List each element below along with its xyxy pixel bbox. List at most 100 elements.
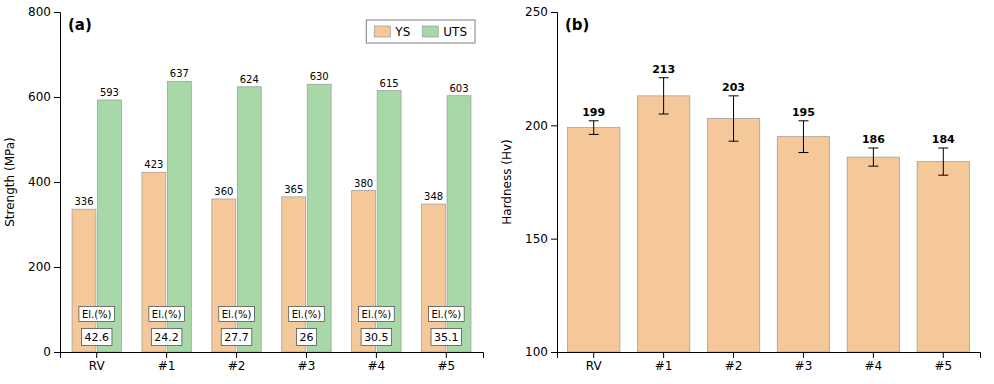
legend-entry: YS (394, 25, 410, 39)
panel: RV#1#2#3#4#50200400600800Strength (MPa)3… (3, 5, 484, 372)
x-tick: #5 (437, 352, 455, 373)
el-value-box: 27.7 (221, 329, 252, 346)
el-label: El.(%) (292, 309, 322, 320)
el-box-frame (289, 307, 325, 322)
y-axis: 100150200250 (525, 5, 557, 359)
data-label: 593 (100, 87, 119, 98)
el-label: El.(%) (152, 309, 182, 320)
bar (637, 96, 689, 352)
el-label: El.(%) (222, 309, 252, 320)
error-line (663, 78, 664, 114)
el-box-frame (361, 329, 392, 346)
error-cap (868, 148, 878, 149)
x-tick: #1 (158, 352, 176, 373)
el-value-box: 42.6 (81, 329, 112, 346)
x-tick-mark (663, 352, 664, 358)
x-tick: #2 (228, 352, 246, 373)
el-value: 26 (299, 331, 313, 344)
error-cap (868, 166, 878, 167)
data-label: 336 (74, 196, 93, 207)
bar (352, 191, 376, 353)
y-tick: 200 (525, 119, 557, 133)
bar (847, 157, 899, 352)
y-tick-mark (54, 12, 60, 13)
y-tick-mark (54, 97, 60, 98)
el-value: 35.1 (434, 331, 459, 344)
el-value-box: 35.1 (431, 329, 462, 346)
data-label: 365 (284, 184, 303, 195)
data-label: 213 (652, 63, 675, 76)
bar (567, 128, 619, 352)
y-axis: 0200400600800 (28, 5, 60, 359)
x-tick-label: #2 (228, 359, 246, 373)
y-tick-mark (551, 352, 557, 353)
y-tick-mark (54, 352, 60, 353)
el-label-box: El.(%) (149, 307, 185, 322)
error-bar (589, 121, 599, 135)
y-tick-mark (54, 182, 60, 183)
x-tick: #3 (298, 352, 316, 373)
x-tick: #1 (655, 352, 673, 373)
y-axis-label: Hardness (Hv) (500, 139, 514, 225)
x-tick-mark (446, 352, 447, 358)
data-label: 615 (380, 78, 399, 89)
x-tick-mark (733, 352, 734, 358)
el-box-frame (296, 329, 316, 346)
x-tick-mark (306, 352, 307, 358)
y-tick: 250 (525, 5, 557, 19)
x-tick: #3 (795, 352, 813, 373)
error-cap (798, 120, 808, 121)
error-line (873, 148, 874, 166)
el-box-frame (79, 307, 115, 322)
bar (142, 172, 166, 352)
x-axis: RV#1#2#3#4#5 (61, 352, 484, 373)
el-box-frame (221, 329, 252, 346)
el-label: El.(%) (82, 309, 112, 320)
data-label: 184 (932, 133, 955, 146)
y-tick-label: 200 (28, 260, 51, 274)
el-box-frame (149, 307, 185, 322)
el-label-box: El.(%) (79, 307, 115, 322)
x-tick-mark (803, 352, 804, 358)
x-tick-mark (236, 352, 237, 358)
x-tick-mark (943, 352, 944, 358)
el-box-frame (428, 307, 464, 322)
x-tick-mark (593, 352, 594, 358)
y-tick-label: 250 (525, 5, 548, 19)
x-tick: #4 (368, 352, 386, 373)
data-label: 423 (144, 159, 163, 170)
data-label: 603 (449, 83, 468, 94)
x-tick: RV (586, 352, 603, 373)
y-tick-label: 200 (525, 119, 548, 133)
y-tick: 0 (43, 345, 60, 359)
y-tick-label: 400 (28, 175, 51, 189)
error-cap (729, 141, 739, 142)
error-cap (938, 175, 948, 176)
legend-swatch (374, 26, 390, 37)
plot-area: RV#1#2#3#4#50200400600800Strength (MPa)3… (3, 5, 484, 372)
data-label: 380 (354, 178, 373, 189)
x-tick-label: #4 (368, 359, 386, 373)
data-label: 186 (862, 133, 885, 146)
y-tick-label: 0 (43, 345, 51, 359)
data-label: 348 (424, 191, 443, 202)
plot-area: RV#1#2#3#4#5100150200250Hardness (Hv)199… (500, 5, 981, 372)
el-label: El.(%) (362, 309, 392, 320)
marks (72, 81, 471, 352)
x-tick-mark (96, 352, 97, 358)
error-cap (589, 134, 599, 135)
error-bar (659, 78, 669, 114)
el-box-frame (431, 329, 462, 346)
error-bar (798, 121, 808, 153)
data-label: 637 (170, 68, 189, 79)
axis-line (558, 353, 981, 359)
el-label-box: El.(%) (359, 307, 395, 322)
el-value: 42.6 (84, 331, 109, 344)
el-value-box: 26 (296, 329, 316, 346)
x-tick-label: #3 (298, 359, 316, 373)
y-tick: 100 (525, 345, 557, 359)
x-tick-label: #1 (158, 359, 176, 373)
marks (567, 78, 969, 352)
el-label-box: El.(%) (289, 307, 325, 322)
el-label-box: El.(%) (428, 307, 464, 322)
